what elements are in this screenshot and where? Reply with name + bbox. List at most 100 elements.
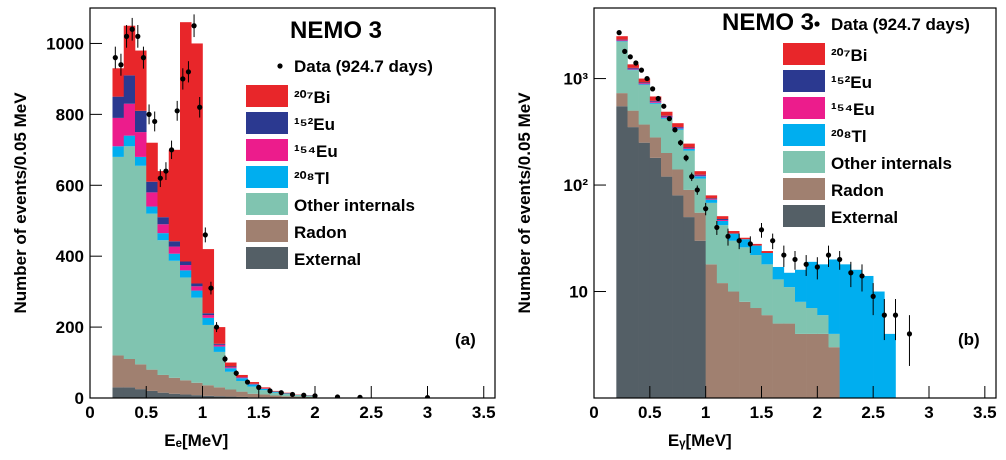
histogram-segment [616,93,627,106]
y-axis-label: Number of events/0.05 MeV [11,92,30,314]
histogram-segment [728,292,739,403]
data-point [684,155,689,160]
legend-swatch [246,166,288,188]
histogram-segment [840,264,851,403]
x-tick-label: 2.5 [861,403,885,422]
data-point [714,225,719,230]
histogram-segment [203,249,215,313]
histogram-segment [191,283,203,286]
legend-swatch [246,247,288,269]
histogram-segment [225,389,237,396]
data-point [617,30,622,35]
histogram-segment [146,391,158,398]
legend-swatch [783,70,825,92]
data-point [234,371,239,376]
legend-swatch [783,151,825,173]
data-point [135,34,140,39]
histogram-segment [124,104,136,136]
data-point [180,76,185,81]
legend-swatch [783,43,825,65]
histogram-segment [113,157,125,356]
histogram-segment [639,83,650,84]
data-point [770,238,775,243]
histogram-segment [817,334,828,403]
legend-swatch [783,97,825,119]
histogram-segment [784,324,795,403]
histogram-segment [158,217,170,224]
histogram-segment [717,225,728,283]
histogram-segment [739,247,750,302]
data-point [245,379,250,384]
histogram-segment [628,70,639,110]
histogram-segment [146,143,158,182]
x-tick-label: 3.5 [472,403,496,422]
data-point [678,140,683,145]
histogram-segment [146,370,158,391]
histogram-segment [169,261,181,378]
legend-swatch [783,124,825,146]
histogram-segment [214,387,226,396]
data-point [335,394,340,399]
histogram-segment [180,262,192,266]
histogram-segment [717,220,728,221]
legend-label: ¹⁵⁴Eu [294,142,338,161]
histogram-segment [773,267,784,279]
data-point [290,392,295,397]
histogram-segment [795,270,806,302]
histogram-segment [762,264,773,315]
histogram-segment [762,253,773,264]
data-point [357,395,362,400]
histogram-segment [795,334,806,403]
histogram-segment [146,207,158,214]
histogram-segment [739,302,750,403]
histogram-segment [683,148,694,149]
histogram-segment [829,334,840,347]
data-point [703,206,708,211]
histogram-segment [628,70,639,71]
data-point [695,187,700,192]
legend-label: External [831,208,898,227]
chart-title: NEMO 3 [722,9,814,36]
histogram-segment [762,315,773,403]
data-point [650,86,655,91]
histogram-segment [113,118,125,146]
data-point [848,270,853,275]
legend-label: Data (924.7 days) [294,57,433,76]
histogram-segment [169,241,181,246]
histogram-segment [728,231,739,234]
x-axis-label: Eₑ[MeV] [164,431,228,450]
histogram-segment [124,26,136,76]
histogram-segment [717,283,728,403]
legend-label: External [294,250,361,269]
histogram-segment [728,241,739,292]
legend-label: Other internals [294,196,415,215]
data-point [826,252,831,257]
histogram-segment [628,69,639,70]
y-axis-label: Number of events/0.05 MeV [515,92,534,314]
y-tick-label: 600 [56,176,84,195]
y-tick-label: 200 [56,318,84,337]
x-tick-label: 3.5 [973,403,997,422]
data-point [130,27,135,32]
data-point [186,69,191,74]
y-tick-label: 10³ [563,70,588,89]
data-point [118,62,123,67]
legend-label: ²⁰⁸Tl [831,127,867,146]
histogram-segment [706,264,717,403]
data-point [882,313,887,318]
histogram-segment [661,116,672,117]
legend-label: Data (924.7 days) [831,15,970,34]
histogram-segment [717,216,728,219]
histogram-segment [113,387,125,398]
histogram-segment [806,308,817,334]
annotation: (b) [958,330,980,349]
legend-swatch [246,193,288,215]
histogram-segment [169,254,181,261]
histogram-segment [695,176,706,178]
histogram-segment [661,153,672,177]
legend-swatch [246,220,288,242]
histogram-segment [639,82,650,83]
histogram-segment [236,392,248,397]
